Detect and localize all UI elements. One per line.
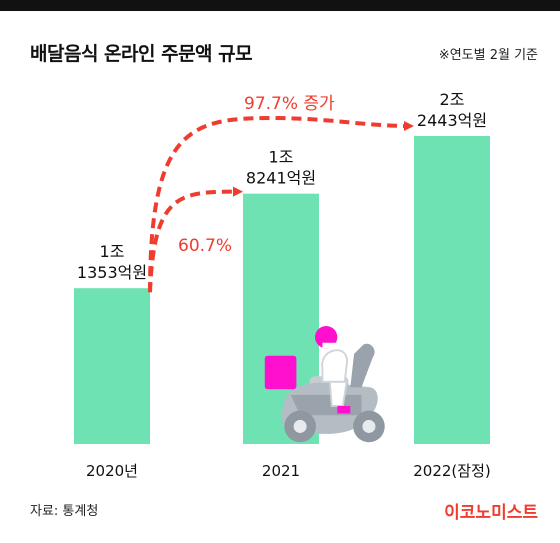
- bar-group: [74, 136, 490, 444]
- chart-title: 배달음식 온라인 주문액 규모: [30, 43, 253, 65]
- x-tick-label: 2021: [262, 462, 300, 480]
- delivery-scooter-icon: [264, 326, 385, 443]
- data-label: 8241억원: [246, 169, 316, 188]
- source-note: 자료: 통계청: [30, 504, 99, 519]
- annotation-97-7: 97.7% 증가: [244, 94, 335, 114]
- data-label: 1조: [100, 242, 125, 261]
- chart-note: ※연도별 2월 기준: [438, 48, 538, 63]
- x-tick-label: 2022(잠정): [413, 462, 490, 480]
- data-label: 1353억원: [77, 263, 147, 282]
- growth-arrows: 60.7% 97.7% 증가: [148, 94, 414, 293]
- bar: [74, 288, 150, 444]
- label-group: 1조 1353억원 2020년 1조 8241억원 2021 2조 2443억원 2022(잠정…: [77, 90, 491, 480]
- data-label: 2조: [440, 90, 465, 109]
- x-tick-label: 2020년: [86, 462, 138, 480]
- brand-logo: 이코노미스트: [444, 503, 538, 523]
- annotation-60-7: 60.7%: [178, 236, 232, 256]
- data-label: 2443억원: [417, 111, 487, 130]
- bar: [414, 136, 490, 444]
- data-label: 1조: [269, 148, 294, 167]
- top-rule: [0, 0, 560, 11]
- growth-arrow-2022: [148, 115, 414, 293]
